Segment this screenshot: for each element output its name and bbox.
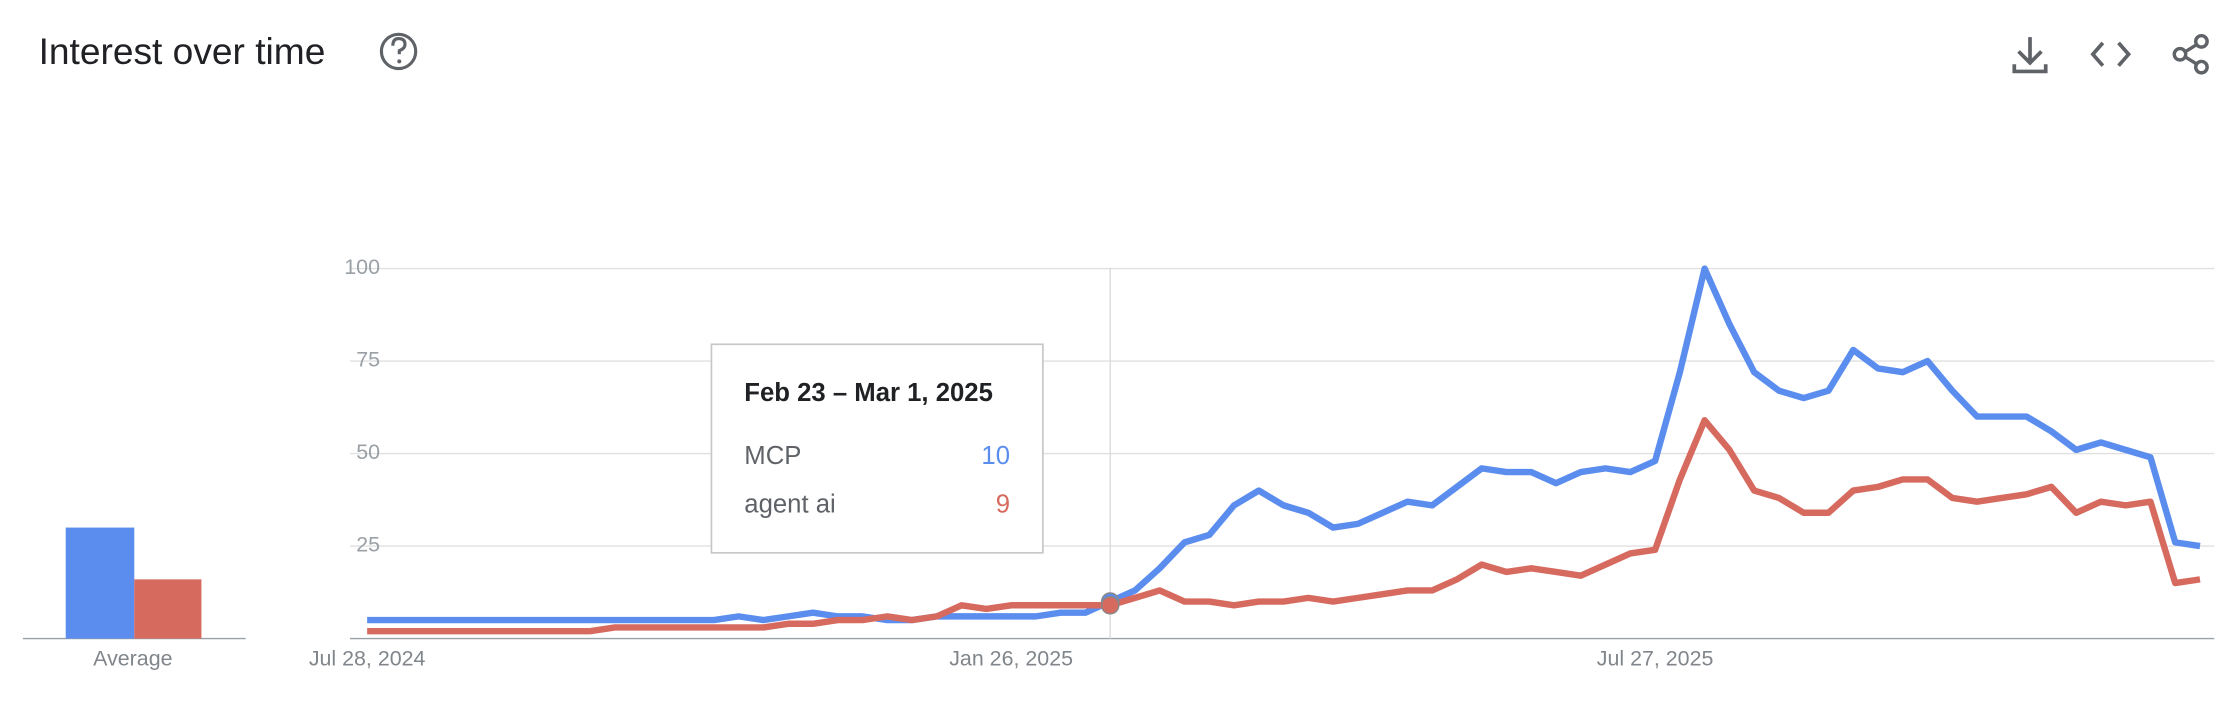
tooltip-series-name: MCP (744, 442, 801, 470)
embed-icon[interactable] (2090, 41, 2132, 67)
download-icon[interactable] (2012, 37, 2048, 74)
tooltip-title: Feb 23 – Mar 1, 2025 (744, 379, 993, 407)
x-tick-label: Jul 28, 2024 (309, 647, 426, 671)
page-title: Interest over time (39, 30, 326, 72)
average-bar (134, 579, 202, 639)
tooltip-box (710, 343, 1044, 554)
y-tick-label: 50 (356, 440, 380, 464)
share-icon[interactable] (2172, 34, 2209, 75)
average-bar (65, 527, 135, 639)
x-tick-label: Jul 27, 2025 (1597, 647, 1714, 671)
tooltip-value: 9 (996, 491, 1010, 519)
tooltip-series-name: agent ai (744, 491, 835, 519)
series-line (367, 417, 2201, 635)
help-icon[interactable] (379, 32, 418, 71)
series-line (367, 265, 2201, 624)
hover-point (1100, 595, 1120, 615)
tooltip-value: 10 (981, 442, 1010, 470)
y-tick-label: 25 (356, 533, 380, 557)
y-tick-label: 100 (344, 255, 380, 279)
tooltip: Feb 23 – Mar 1, 2025 MCP 10 agent ai 9 (710, 343, 1044, 554)
average-label: Average (93, 647, 172, 671)
y-tick-label: 75 (356, 348, 380, 372)
x-tick-label: Jan 26, 2025 (949, 647, 1073, 671)
